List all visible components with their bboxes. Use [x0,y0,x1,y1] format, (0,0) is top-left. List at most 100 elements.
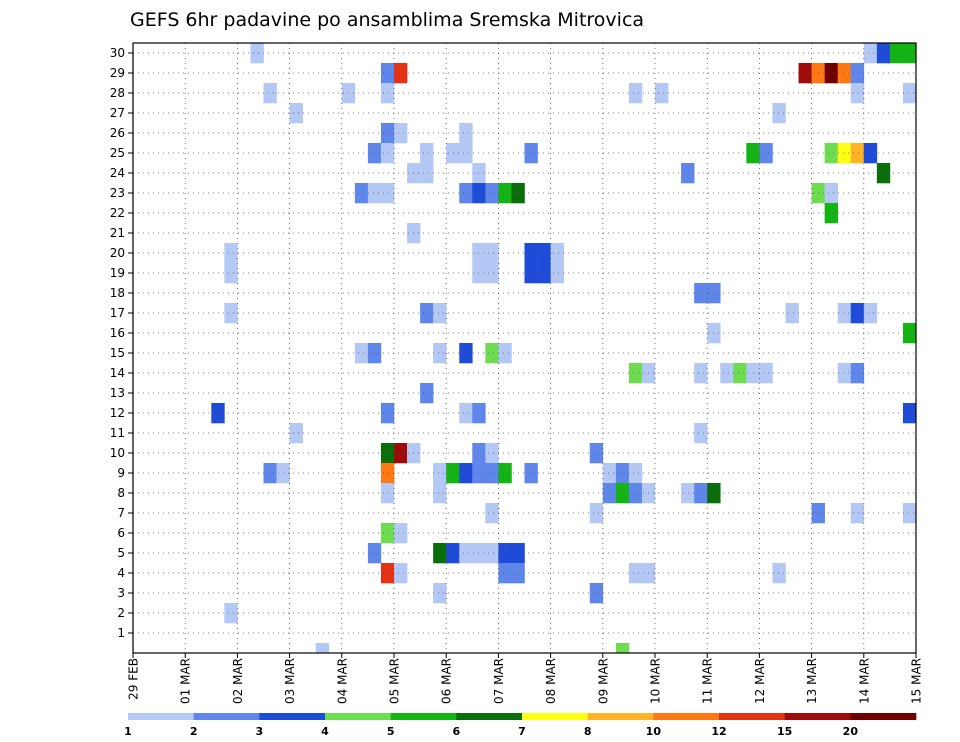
precip-cell [863,143,878,164]
y-tick-label: 4 [117,566,125,580]
precip-cell [367,543,382,564]
y-tick-label: 19 [110,266,125,280]
precip-cell [394,63,408,84]
precip-cell [602,463,617,484]
precip-cell [798,63,812,84]
precip-cell [524,243,538,264]
precip-cell [785,303,799,324]
y-tick-label: 16 [110,326,125,340]
precip-cell [681,483,695,504]
precip-cell [498,183,512,204]
plot-frame [132,42,917,654]
precip-cell [589,503,604,524]
precip-cell [380,443,395,464]
precip-cell [354,343,369,364]
y-tick-label: 11 [110,426,125,440]
precip-cell [524,463,538,484]
precip-cell [537,243,551,264]
y-tick-label: 21 [110,226,125,240]
y-tick-label: 10 [110,446,125,460]
x-tick-label: 11 MAR [701,658,715,704]
precip-cell [380,143,395,164]
precip-cell [433,543,447,564]
precip-cell [380,403,395,424]
legend-label: 6 [453,725,461,738]
precip-cell [485,463,499,484]
precip-cell [446,463,460,484]
y-tick-label: 20 [110,246,125,260]
precip-cell [498,543,512,564]
precip-cell [420,303,434,324]
precip-cell [459,403,473,424]
legend-swatch [784,713,851,720]
y-tick-label: 5 [117,546,125,560]
legend-swatch [259,713,326,720]
precip-cell [394,123,408,144]
precip-cell [902,43,917,64]
precip-cell [850,363,865,384]
y-tick-label: 27 [110,106,125,120]
legend-swatch [587,713,654,720]
precip-cell [628,463,643,484]
x-tick-label: 29 FEB [127,658,141,700]
precip-cell [380,183,395,204]
precip-cell [837,63,852,84]
legend-swatch [128,713,194,720]
precip-cell [628,363,643,384]
precip-cell [850,303,865,324]
precip-cell [694,363,708,384]
y-tick-label: 24 [110,166,125,180]
y-tick-label: 22 [110,206,125,220]
precip-cell [367,143,382,164]
precip-cell [459,463,473,484]
y-tick-label: 12 [110,406,125,420]
precip-cell [459,343,473,364]
precip-cell [263,83,277,104]
precip-cell [589,583,604,604]
precip-cell [550,243,564,264]
precip-cell [733,363,747,384]
precip-cell [498,343,512,364]
precip-cell [863,43,878,64]
precip-cell [394,443,408,464]
precip-cell [315,643,330,654]
precip-cell [367,183,382,204]
legend-label: 2 [190,725,198,738]
precip-cell [902,503,917,524]
legend-label: 4 [321,725,329,738]
precipitation-cells [211,43,917,654]
precip-cell [720,363,734,384]
legend-label: 15 [777,725,792,738]
precip-cell [889,43,904,64]
precip-cell [459,183,473,204]
y-tick-label: 2 [117,606,125,620]
y-tick-label: 8 [117,486,125,500]
precip-cell [459,543,473,564]
precip-cell [498,463,512,484]
y-tick-label: 30 [110,46,125,60]
precip-cell [524,143,538,164]
x-tick-label: 09 MAR [596,658,610,704]
precip-cell [485,443,499,464]
precip-cell [250,43,264,64]
precip-cell [485,503,499,524]
y-tick-label: 1 [117,626,125,640]
y-tick-label: 23 [110,186,125,200]
legend-swatch [850,713,917,720]
precip-cell [433,583,447,604]
precip-cell [289,423,303,444]
x-tick-label: 08 MAR [544,658,558,704]
legend-label: 8 [584,725,592,738]
precip-cell [837,363,852,384]
precip-cell [498,563,512,584]
precip-cell [420,143,434,164]
y-tick-label: 17 [110,306,125,320]
y-axis: 1234567891011121314151617181920212223242… [110,46,133,640]
color-legend: 1 2 3 4 5 6 7 8 10 12 15 20 [124,713,917,738]
x-tick-label: 02 MAR [231,658,245,704]
y-tick-label: 28 [110,86,125,100]
precip-cell [263,463,277,484]
precip-cell [694,283,708,304]
precip-cell [694,483,708,504]
